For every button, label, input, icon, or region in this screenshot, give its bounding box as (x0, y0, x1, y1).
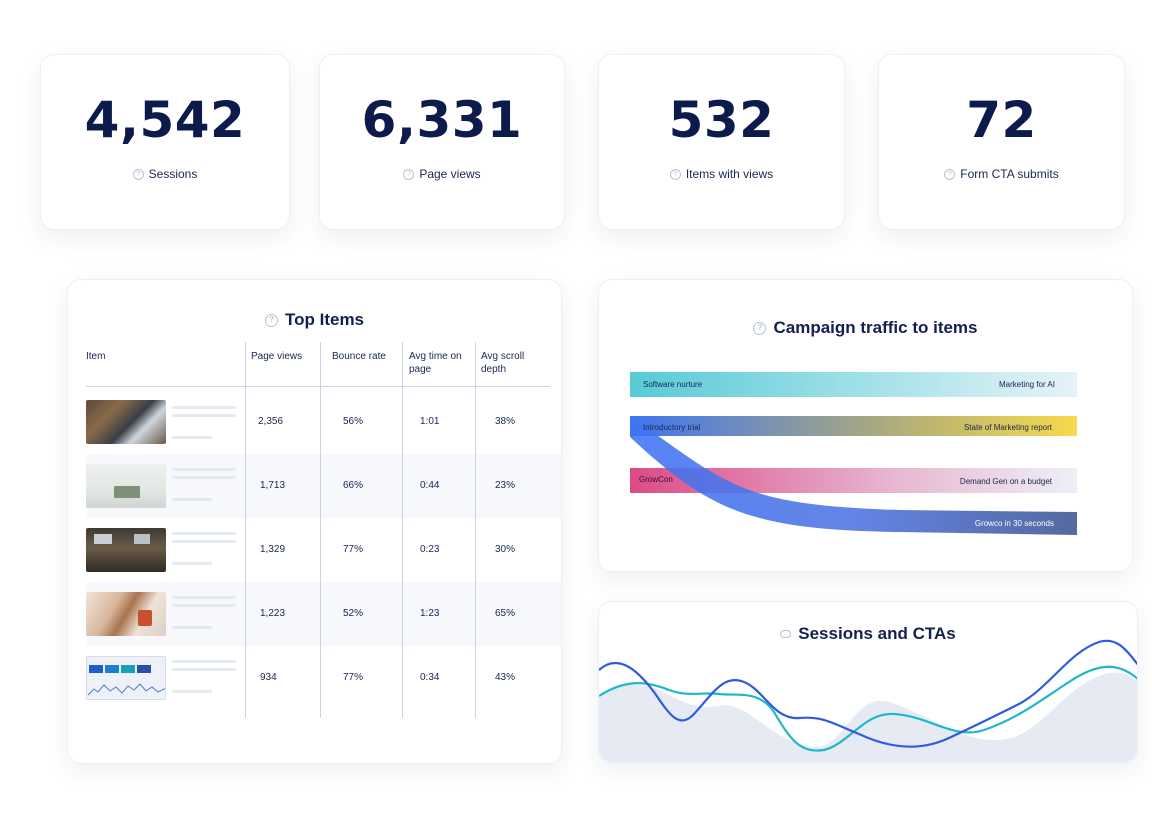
target-label: Demand Gen on a budget (959, 477, 1052, 486)
sankey-chart (630, 372, 1077, 535)
scroll-depth-value: 38% (495, 416, 516, 427)
target-label: Marketing for AI (998, 380, 1055, 389)
top-items-card: ? Top Items Item Page views Bounce rate … (67, 279, 562, 764)
table-row[interactable]: 2,356 56% 1:01 38% (86, 390, 561, 454)
column-header-scroll-depth[interactable]: Avg scroll depth (481, 351, 525, 375)
avg-time-value: 1:01 (420, 416, 440, 427)
laptop-desk-photo (86, 400, 166, 444)
page-views-value: 2,356 (258, 416, 284, 427)
sessions-ctas-card: Sessions and CTAs (598, 601, 1138, 763)
scroll-depth-value: 43% (495, 672, 516, 683)
table-row[interactable]: 1,223 52% 1:23 65% (86, 582, 561, 646)
page-views-value: 1,713 (260, 480, 286, 491)
sessions-ctas-chart (599, 639, 1137, 762)
target-label: State of Marketing report (963, 423, 1052, 432)
sessions-line (599, 639, 1137, 748)
table-row[interactable]: 934 77% 0:34 43% (86, 646, 561, 710)
stat-value: 6,331 (361, 91, 523, 149)
ctas-line (599, 665, 1137, 752)
page-views-value: 1,329 (260, 544, 286, 555)
info-icon[interactable]: ? (753, 321, 767, 335)
info-icon[interactable]: ? (669, 168, 681, 180)
bounce-rate-value: 52% (343, 608, 364, 619)
column-header-item[interactable]: Item (86, 351, 106, 362)
info-icon[interactable]: ? (264, 313, 278, 327)
stat-card-form-cta-submits: 72 ? Form CTA submits (878, 54, 1125, 230)
flow-introductory-trial (630, 416, 1077, 436)
scroll-depth-value: 23% (495, 480, 516, 491)
scroll-depth-value: 30% (495, 544, 516, 555)
card-title: Sessions and CTAs (798, 624, 956, 643)
avg-time-value: 0:44 (420, 480, 440, 491)
bounce-rate-value: 66% (343, 480, 364, 491)
flow-trial-to-growco (630, 416, 1077, 535)
info-icon[interactable]: ? (403, 168, 415, 180)
card-title: Top Items (284, 310, 365, 329)
column-divider (245, 342, 246, 718)
flow-software-nurture (630, 372, 1077, 397)
sessions-area (599, 672, 1137, 762)
info-icon[interactable]: ? (132, 168, 144, 180)
conference-audience-photo (86, 528, 166, 572)
page-views-value: 934 (260, 672, 277, 683)
table-row[interactable]: 1,713 66% 0:44 23% (86, 454, 561, 518)
source-label: Software nurture (643, 380, 703, 389)
header-divider (86, 386, 550, 387)
page-views-value: 1,223 (260, 608, 286, 619)
card-title: Campaign traffic to items (773, 318, 978, 337)
bounce-rate-value: 77% (343, 672, 364, 683)
avg-time-value: 1:23 (420, 608, 440, 619)
top-items-header: ? Top Items (68, 310, 561, 330)
campaign-traffic-card: ? Campaign traffic to items Software nur… (598, 279, 1133, 572)
stat-label: Items with views (685, 167, 774, 181)
stat-card-items-with-views: 532 ? Items with views (598, 54, 845, 230)
stat-label: Page views (419, 167, 481, 181)
stat-card-page-views: 6,331 ? Page views (319, 54, 565, 230)
dollar-bill-photo (86, 464, 166, 508)
column-header-bounce-rate[interactable]: Bounce rate (332, 351, 386, 362)
avg-time-value: 0:23 (420, 544, 440, 555)
dashboard-screenshot (86, 656, 166, 700)
avg-time-value: 0:34 (420, 672, 440, 683)
stat-value: 4,542 (84, 91, 246, 149)
column-header-page-views[interactable]: Page views (251, 351, 303, 362)
column-divider (402, 342, 403, 718)
bounce-rate-value: 56% (343, 416, 364, 427)
stat-value: 532 (668, 91, 775, 149)
stat-label: Form CTA submits (960, 167, 1059, 181)
column-divider (320, 342, 321, 718)
scroll-depth-value: 65% (495, 608, 516, 619)
comment-icon (780, 630, 792, 638)
sessions-header: Sessions and CTAs (599, 624, 1137, 644)
woman-reading-photo (86, 592, 166, 636)
table-row[interactable]: 1,329 77% 0:23 30% (86, 518, 561, 582)
stat-label: Sessions (148, 167, 198, 181)
bounce-rate-value: 77% (343, 544, 364, 555)
source-label: GrowCon (639, 475, 673, 484)
stat-value: 72 (966, 91, 1037, 149)
stat-card-sessions: 4,542 ? Sessions (40, 54, 290, 230)
column-divider (475, 342, 476, 718)
campaign-header: ? Campaign traffic to items (599, 318, 1132, 338)
column-header-avg-time[interactable]: Avg time on page (409, 351, 462, 375)
source-label: Introductory trial (643, 423, 701, 432)
target-label: Growco in 30 seconds (974, 519, 1054, 528)
info-icon[interactable]: ? (944, 168, 956, 180)
